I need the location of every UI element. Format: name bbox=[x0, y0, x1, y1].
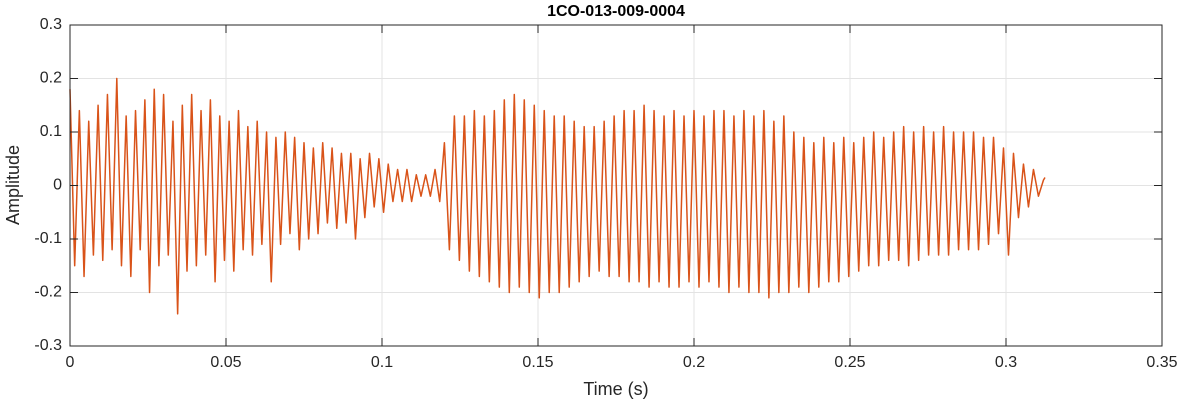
x-tick-label: 0.35 bbox=[1146, 354, 1177, 371]
waveform bbox=[69, 77, 1046, 315]
x-axis-label: Time (s) bbox=[583, 379, 648, 399]
y-axis-label: Amplitude bbox=[3, 145, 23, 225]
x-tick-label: 0.2 bbox=[683, 354, 705, 371]
x-tick-label: 0.3 bbox=[995, 354, 1017, 371]
x-tick-label: 0.05 bbox=[210, 354, 241, 371]
y-tick-label: 0.3 bbox=[40, 16, 62, 33]
y-tick-label: -0.1 bbox=[34, 230, 62, 247]
y-tick-label: 0.2 bbox=[40, 70, 62, 87]
chart-title: 1CO-013-009-0004 bbox=[547, 3, 685, 20]
x-tick-label: 0.15 bbox=[522, 354, 553, 371]
x-tick-label: 0.1 bbox=[371, 354, 393, 371]
y-tick-label: -0.2 bbox=[34, 284, 62, 301]
y-tick-label: -0.3 bbox=[34, 337, 62, 354]
y-tick-label: 0.1 bbox=[40, 123, 62, 140]
y-tick-label: 0 bbox=[53, 177, 62, 194]
x-tick-label: 0 bbox=[66, 354, 75, 371]
x-tick-label: 0.25 bbox=[834, 354, 865, 371]
